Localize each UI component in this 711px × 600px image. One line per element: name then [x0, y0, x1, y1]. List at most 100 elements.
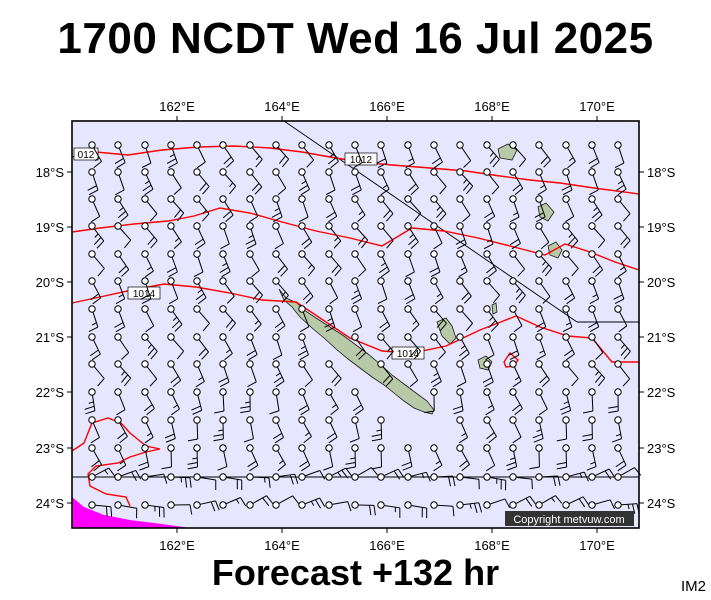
wind-barb	[351, 501, 376, 516]
wind-barb	[582, 388, 596, 414]
wind-barb	[141, 305, 155, 333]
wind-barb	[614, 333, 631, 360]
wind-barb	[377, 168, 390, 196]
wind-barb	[114, 277, 126, 305]
wind-barb	[430, 444, 443, 472]
lon-tick-label-bottom: 168°E	[474, 538, 510, 553]
wind-barb	[272, 333, 283, 361]
wind-barb	[141, 250, 154, 278]
wind-barb	[562, 360, 579, 387]
wind-barb	[138, 444, 150, 471]
wind-barb	[560, 388, 572, 415]
wind-barb	[588, 141, 600, 169]
forecast-label: Forecast +132 hr	[211, 552, 500, 593]
wind-barb	[535, 360, 550, 387]
wind-barb	[614, 222, 631, 249]
wind-barb	[455, 222, 467, 250]
wind-barb	[167, 168, 182, 195]
wind-barb	[371, 444, 385, 470]
wind-barb	[87, 168, 99, 196]
wind-barb	[323, 444, 334, 471]
wind-barb	[614, 250, 627, 278]
wind-barb	[298, 195, 309, 223]
wind-barb	[430, 168, 447, 195]
wind-barb	[167, 305, 183, 332]
wind-barb	[88, 305, 99, 333]
wind-barb	[88, 416, 100, 444]
wind-barb	[613, 277, 625, 305]
copyright-box: Copyright metvuw.com	[505, 511, 634, 526]
page-title: 1700 NCDT Wed 16 Jul 2025	[57, 14, 654, 63]
wind-barb	[456, 168, 474, 195]
wind-barb	[325, 195, 338, 223]
wind-barb	[187, 416, 201, 442]
wind-barb	[246, 168, 263, 195]
wind-barb	[614, 360, 631, 387]
wind-barb	[345, 444, 359, 470]
wind-barb	[298, 141, 314, 168]
wind-barb	[482, 360, 494, 388]
wind-barb	[562, 277, 576, 305]
wind-barb	[193, 360, 205, 388]
wind-barb	[213, 416, 227, 442]
wind-barb	[404, 305, 420, 332]
wind-barb	[377, 195, 394, 222]
wind-barb	[588, 222, 606, 249]
wind-barb	[88, 222, 105, 249]
wind-barb	[483, 222, 494, 250]
wind-barb	[509, 473, 533, 490]
ouvea-island	[491, 302, 498, 315]
wind-barb	[377, 277, 388, 305]
wind-barb	[298, 444, 311, 472]
wind-barb	[167, 360, 182, 388]
lat-tick-label-left: 22°S	[36, 385, 65, 400]
wind-barb	[483, 388, 495, 416]
wind-barb	[298, 305, 310, 333]
wind-barb	[456, 250, 468, 278]
isobar-label: 012	[73, 147, 99, 161]
wind-barb	[430, 473, 456, 487]
wind-barb	[588, 468, 616, 481]
wind-barb	[272, 222, 284, 250]
wind-barb	[217, 444, 228, 471]
lon-tick-label-bottom: 170°E	[579, 538, 615, 553]
wind-barbs	[84, 141, 642, 519]
wind-barb	[456, 444, 470, 472]
wind-barb	[456, 416, 469, 444]
wind-barb	[141, 388, 155, 416]
wind-barb	[219, 277, 235, 304]
wind-barb	[456, 195, 471, 223]
wind-barb	[424, 388, 438, 414]
wind-barb	[404, 222, 419, 249]
wind-barb	[562, 141, 576, 169]
wind-barb	[377, 305, 391, 333]
wind-barb	[535, 277, 551, 304]
wind-barb	[272, 141, 290, 168]
wind-barb	[114, 469, 142, 481]
wind-barb	[325, 467, 353, 481]
wind-barb	[562, 471, 589, 482]
lat-tick-label-left: 23°S	[36, 441, 65, 456]
wind-barb	[298, 388, 310, 416]
wind-barb	[272, 495, 300, 509]
wind-barb	[534, 195, 546, 223]
wind-barb	[298, 497, 326, 509]
wind-barb	[272, 473, 299, 485]
wind-barb	[456, 305, 473, 332]
wind-barb	[325, 141, 339, 169]
wind-barb	[562, 305, 573, 333]
wind-barb	[272, 444, 286, 472]
wind-barb	[219, 473, 243, 491]
wind-barb	[88, 277, 102, 305]
wind-barb	[509, 168, 524, 196]
axis-ticks: 162°E 162°E 164°E 164°E 166°E 166°E 168°E 168°E…	[36, 99, 676, 553]
wind-barb	[141, 195, 158, 222]
wind-barb	[561, 168, 573, 196]
wind-barb	[298, 277, 314, 304]
wind-barb	[325, 501, 352, 512]
wind-barb	[430, 333, 446, 360]
wind-barb	[88, 250, 105, 277]
wind-barb	[246, 195, 259, 223]
wind-barb	[588, 305, 600, 333]
wind-barb	[483, 277, 500, 304]
